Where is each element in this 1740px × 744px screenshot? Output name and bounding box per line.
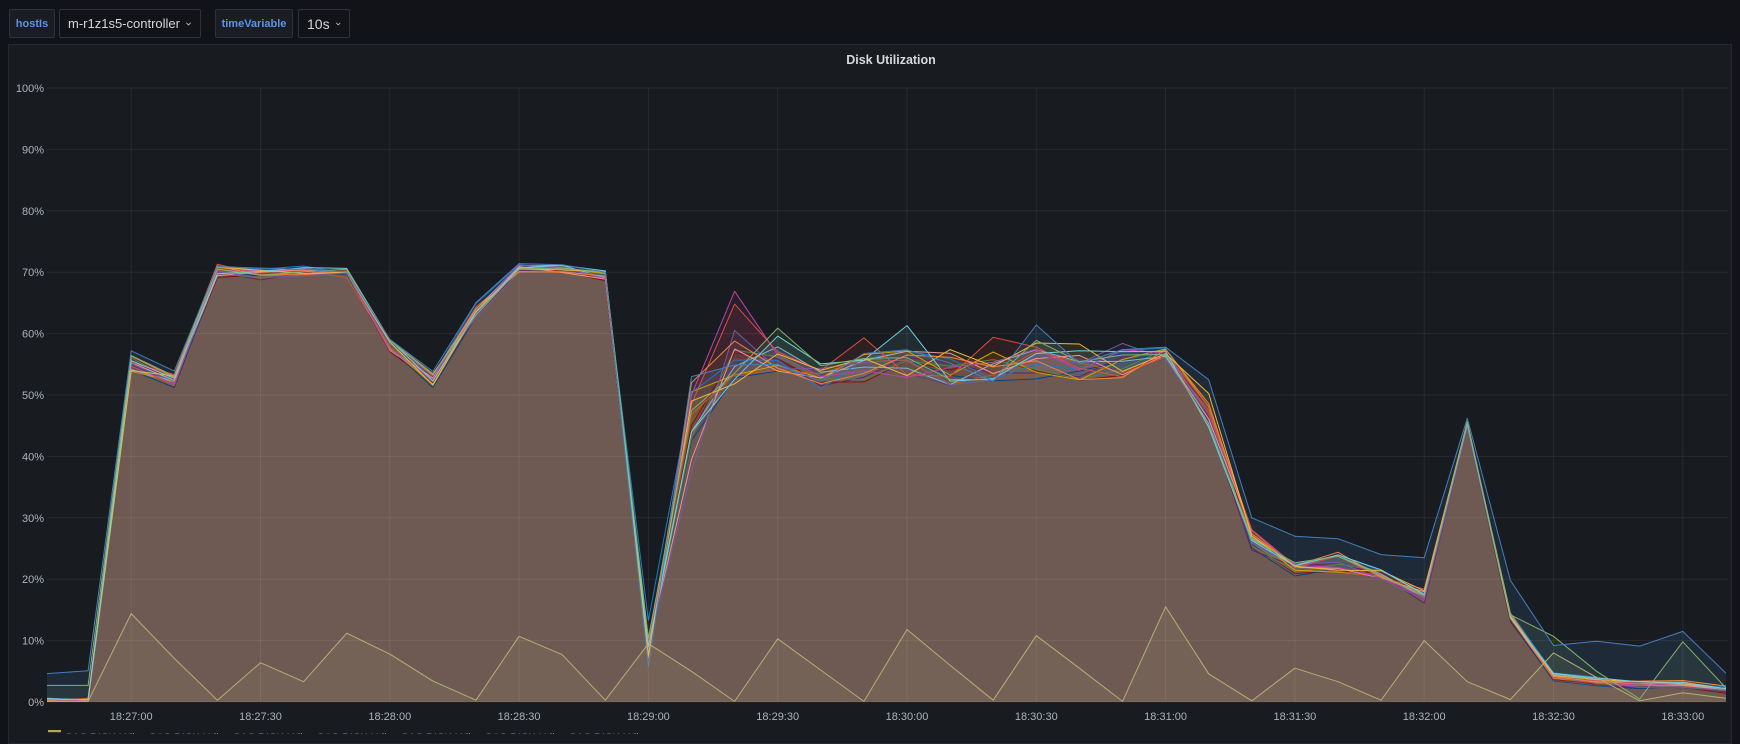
svg-text:80%: 80% bbox=[22, 206, 44, 218]
svg-text:SAS DISK Util: SAS DISK Util bbox=[233, 732, 303, 734]
svg-text:18:29:30: 18:29:30 bbox=[756, 711, 799, 723]
svg-text:18:30:30: 18:30:30 bbox=[1015, 711, 1058, 723]
svg-text:18:27:30: 18:27:30 bbox=[239, 711, 282, 723]
svg-text:50%: 50% bbox=[22, 390, 44, 402]
svg-text:18:28:00: 18:28:00 bbox=[368, 711, 411, 723]
svg-text:18:32:00: 18:32:00 bbox=[1403, 711, 1446, 723]
svg-text:60%: 60% bbox=[22, 329, 44, 341]
svg-text:18:32:30: 18:32:30 bbox=[1532, 711, 1575, 723]
svg-text:SAS DISK Util: SAS DISK Util bbox=[401, 732, 471, 734]
svg-text:18:31:00: 18:31:00 bbox=[1144, 711, 1187, 723]
svg-text:18:33:00: 18:33:00 bbox=[1661, 711, 1704, 723]
svg-text:30%: 30% bbox=[22, 513, 44, 525]
svg-text:18:28:30: 18:28:30 bbox=[498, 711, 541, 723]
svg-text:10%: 10% bbox=[22, 636, 44, 648]
svg-text:18:27:00: 18:27:00 bbox=[110, 711, 153, 723]
svg-text:90%: 90% bbox=[22, 144, 44, 156]
svg-text:SAS DISK Util: SAS DISK Util bbox=[485, 732, 555, 734]
svg-text:40%: 40% bbox=[22, 451, 44, 463]
svg-text:100%: 100% bbox=[16, 83, 44, 95]
svg-text:18:29:00: 18:29:00 bbox=[627, 711, 670, 723]
svg-text:SAS DISK Util: SAS DISK Util bbox=[317, 732, 387, 734]
svg-text:SAS DISK Util: SAS DISK Util bbox=[569, 732, 639, 734]
svg-text:SAS DISK Util: SAS DISK Util bbox=[149, 732, 219, 734]
svg-text:0%: 0% bbox=[28, 697, 44, 709]
svg-text:18:30:00: 18:30:00 bbox=[886, 711, 929, 723]
svg-text:18:31:30: 18:31:30 bbox=[1273, 711, 1316, 723]
svg-text:20%: 20% bbox=[22, 574, 44, 586]
svg-text:SAS DISK Util: SAS DISK Util bbox=[65, 732, 135, 734]
svg-text:70%: 70% bbox=[22, 267, 44, 279]
